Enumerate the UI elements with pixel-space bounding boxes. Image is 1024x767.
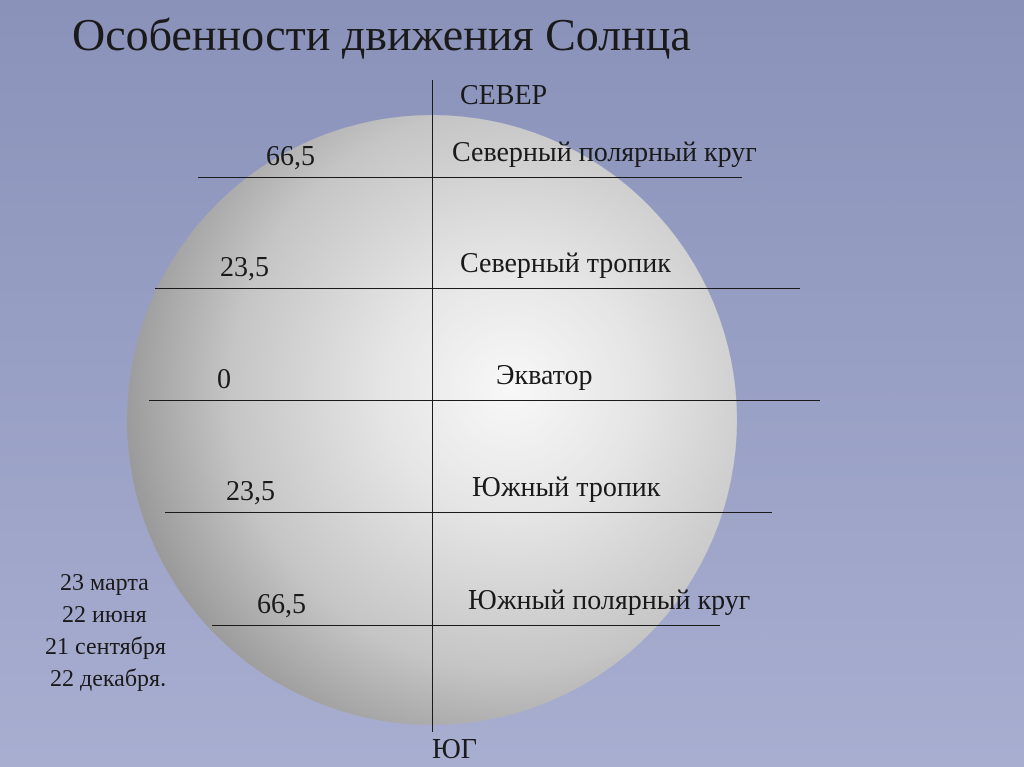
latitude-name: Северный полярный круг	[452, 137, 757, 169]
north-pole-label: СЕВЕР	[460, 80, 547, 112]
south-pole-label: ЮГ	[432, 734, 477, 766]
latitude-line	[155, 288, 800, 289]
date-label: 22 июня	[62, 602, 147, 629]
latitude-degree: 23,5	[226, 476, 275, 508]
latitude-degree: 23,5	[220, 252, 269, 284]
date-label: 22 декабря.	[50, 666, 166, 693]
latitude-name: Южный полярный круг	[468, 585, 750, 617]
latitude-degree: 66,5	[257, 589, 306, 621]
latitude-line	[165, 512, 772, 513]
latitude-degree: 0	[217, 364, 231, 396]
latitude-line	[149, 400, 820, 401]
latitude-name: Северный тропик	[460, 248, 671, 280]
latitude-degree: 66,5	[266, 141, 315, 173]
latitude-line	[198, 177, 742, 178]
latitude-name: Южный тропик	[472, 472, 660, 504]
latitude-line	[212, 625, 720, 626]
page-title: Особенности движения Солнца	[72, 8, 691, 61]
latitude-name: Экватор	[496, 360, 593, 392]
date-label: 23 марта	[60, 570, 149, 597]
date-label: 21 сентября	[45, 634, 166, 661]
